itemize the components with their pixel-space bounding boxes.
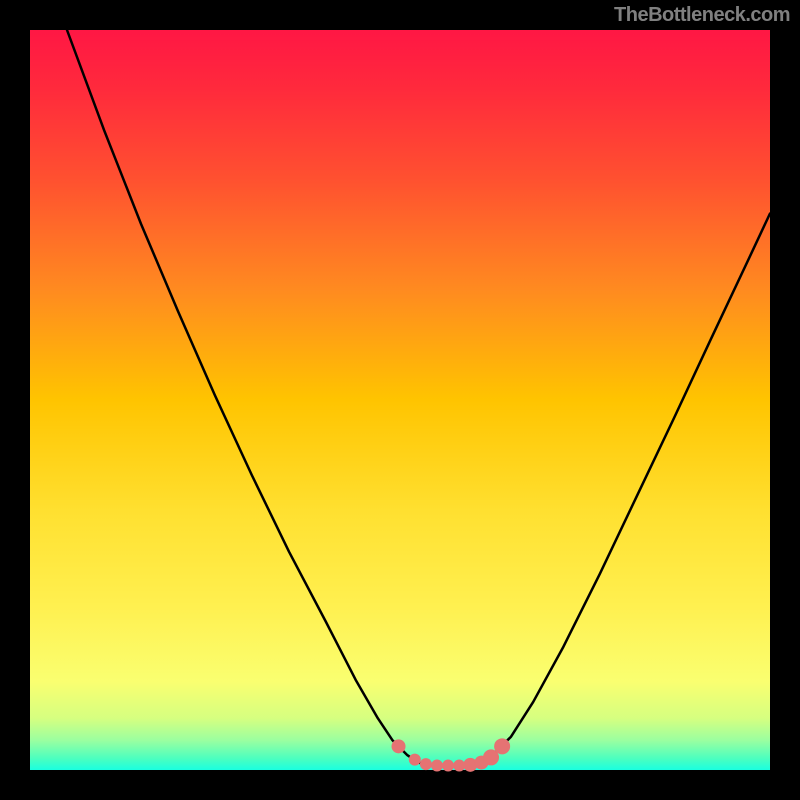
bottleneck-chart: [0, 0, 800, 800]
highlight-marker: [494, 738, 510, 754]
highlight-marker: [392, 739, 406, 753]
highlight-marker: [409, 754, 421, 766]
highlight-marker: [431, 760, 443, 772]
highlight-marker: [442, 760, 454, 772]
watermark-text: TheBottleneck.com: [614, 4, 790, 27]
highlight-marker: [420, 758, 432, 770]
gradient-background: [30, 30, 770, 770]
